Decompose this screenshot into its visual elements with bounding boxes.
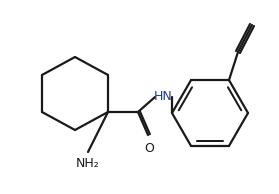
Text: O: O xyxy=(144,142,154,155)
Text: HN: HN xyxy=(154,90,172,104)
Text: NH₂: NH₂ xyxy=(76,157,100,170)
